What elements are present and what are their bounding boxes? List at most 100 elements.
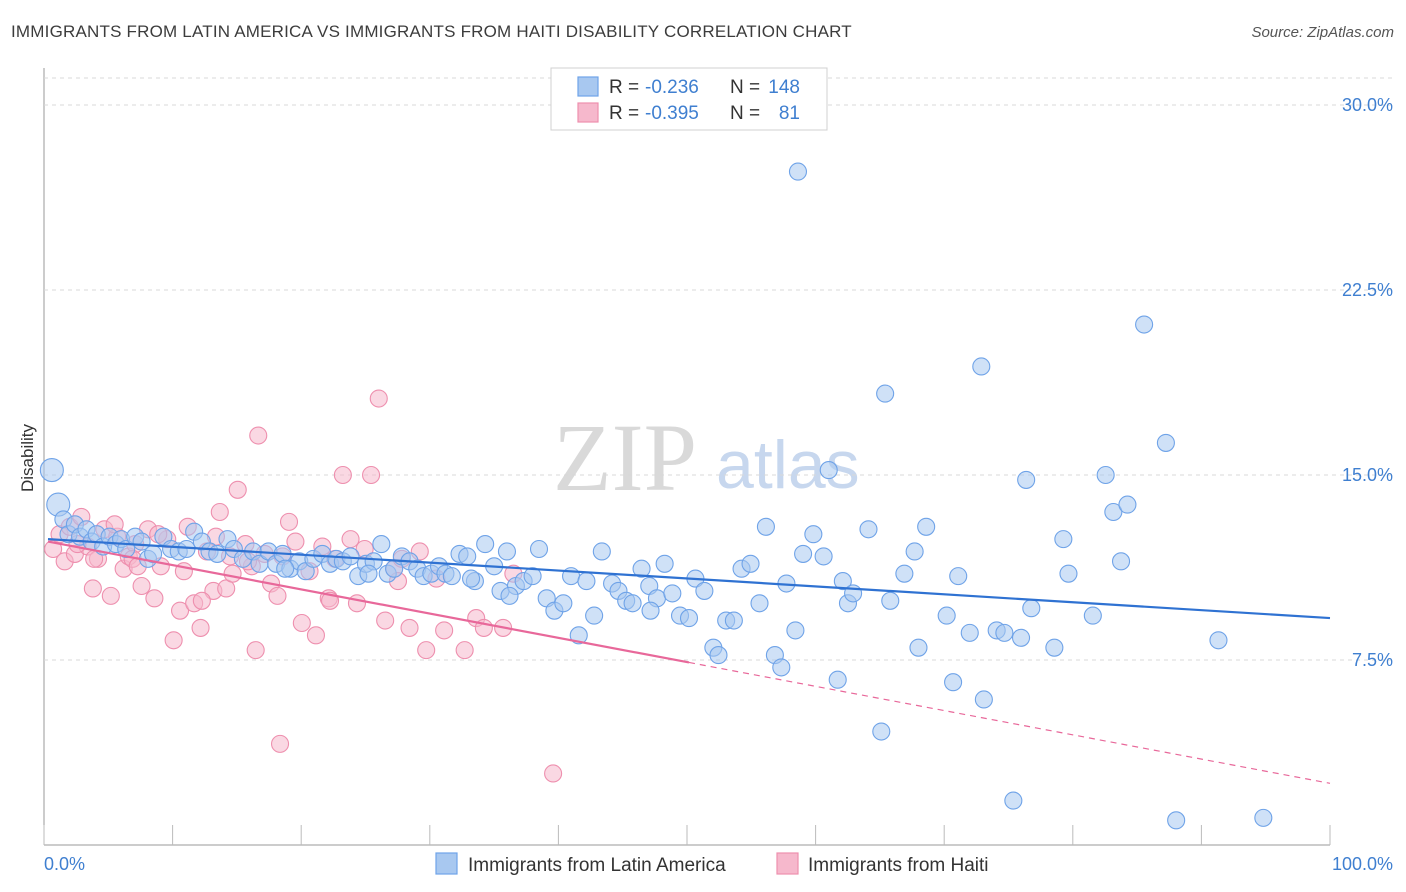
latin-america-point [497,542,517,561]
latin-america-point [577,572,596,591]
haiti-point [191,618,210,637]
series-legend-label-latin-america: Immigrants from Latin America [468,855,726,876]
latin-america-point [679,609,699,628]
latin-america-point [833,572,852,591]
latin-america-point [276,559,295,578]
latin-america-point [458,547,477,566]
haiti-point [270,734,290,753]
haiti-point [210,502,229,522]
latin-america-point [208,544,227,563]
latin-america-point [1104,502,1123,522]
latin-america-point [1135,315,1154,334]
haiti-point [228,480,247,499]
latin-america-point [772,658,791,677]
haiti-point [286,532,305,551]
haiti-point [132,576,151,596]
latin-america-point [1118,495,1137,514]
y-tick-label: 7.5% [1352,650,1393,670]
latin-america-point [695,581,714,600]
watermark-zip: ZIP [553,404,697,511]
latin-america-point [895,564,914,583]
latin-america-point [1156,433,1175,452]
haiti-point [369,389,388,408]
x-tick-label-max: 100.0% [1332,854,1393,874]
latin-america-point [814,547,833,566]
legend-swatch-blue [577,76,599,97]
haiti-point [417,641,436,660]
legend-n-label-2: N = [730,103,760,124]
latin-america-point [819,461,838,480]
latin-america-point [1254,808,1273,827]
latin-america-point [592,542,611,561]
latin-america-point [1083,606,1102,625]
haiti-point [145,589,164,608]
latin-america-point [804,525,823,544]
haiti-point [400,618,419,637]
legend-n-label-1: N = [730,77,760,98]
legend-r-label-2: R = [609,103,639,124]
y-tick-label: 15.0% [1342,465,1393,485]
latin-america-point [828,670,847,689]
latin-america-point [663,584,682,603]
haiti-point [223,564,242,583]
latin-america-point [741,554,760,573]
haiti-point [362,465,381,485]
latin-america-point [949,567,968,586]
haiti-point [164,631,183,650]
haiti-point [170,601,190,620]
latin-america-point [909,638,928,657]
latin-america-point [476,535,495,554]
y-tick-label: 22.5% [1342,280,1393,300]
latin-america-point [655,554,674,573]
haiti-point [279,512,299,531]
haiti-point [83,579,102,598]
legend-r-value-2: -0.395 [645,103,699,124]
haiti-point [292,613,311,633]
x-tick-label-min: 0.0% [44,854,85,874]
latin-america-point [39,458,64,483]
chart-title: IMMIGRANTS FROM LATIN AMERICA VS IMMIGRA… [11,22,852,41]
latin-america-point [974,690,993,709]
latin-america-point [995,623,1014,642]
haiti-point [376,611,395,630]
latin-america-point [917,517,936,536]
y-tick-label: 30.0% [1342,95,1393,115]
haiti-point [544,764,563,783]
latin-america-point [372,535,391,554]
latin-america-point [1096,465,1115,485]
latin-america-point [859,520,878,539]
latin-america-point [1004,791,1023,810]
latin-america-point [794,544,813,563]
latin-america-point [554,594,573,613]
series-legend-label-haiti: Immigrants from Haiti [808,855,989,876]
latin-america-point [1022,599,1041,618]
latin-america-point [709,646,728,665]
y-tick-labels: 7.5% 15.0% 22.5% 30.0% [1342,95,1393,670]
legend-r-value-1: -0.236 [645,77,699,98]
correlation-legend: R = -0.236 N = 148 R = -0.395 N = 81 [550,67,828,131]
latin-america-point [905,542,924,561]
latin-america-point [724,611,743,630]
source-label: Source: ZipAtlas.com [1251,24,1394,41]
haiti-point [333,465,352,485]
watermark-atlas: atlas [716,427,860,503]
latin-america-point [1111,552,1131,571]
haiti-points [44,389,563,783]
latin-america-point [500,586,519,605]
haiti-point [192,591,211,610]
trend-line-latin-america [47,538,1331,620]
trend-line-haiti [47,540,690,664]
legend-r-label-1: R = [609,77,639,98]
latin-america-point [937,606,956,625]
x-ticks [43,825,1331,845]
haiti-point [268,586,287,605]
haiti-point [249,426,268,445]
latin-america-point [623,594,642,613]
latin-america-point [442,567,461,586]
y-axis-title: Disability [18,423,37,492]
latin-america-point [569,626,588,645]
legend-n-value-2: 81 [779,103,800,124]
haiti-point [435,621,454,640]
latin-america-point [788,162,808,181]
